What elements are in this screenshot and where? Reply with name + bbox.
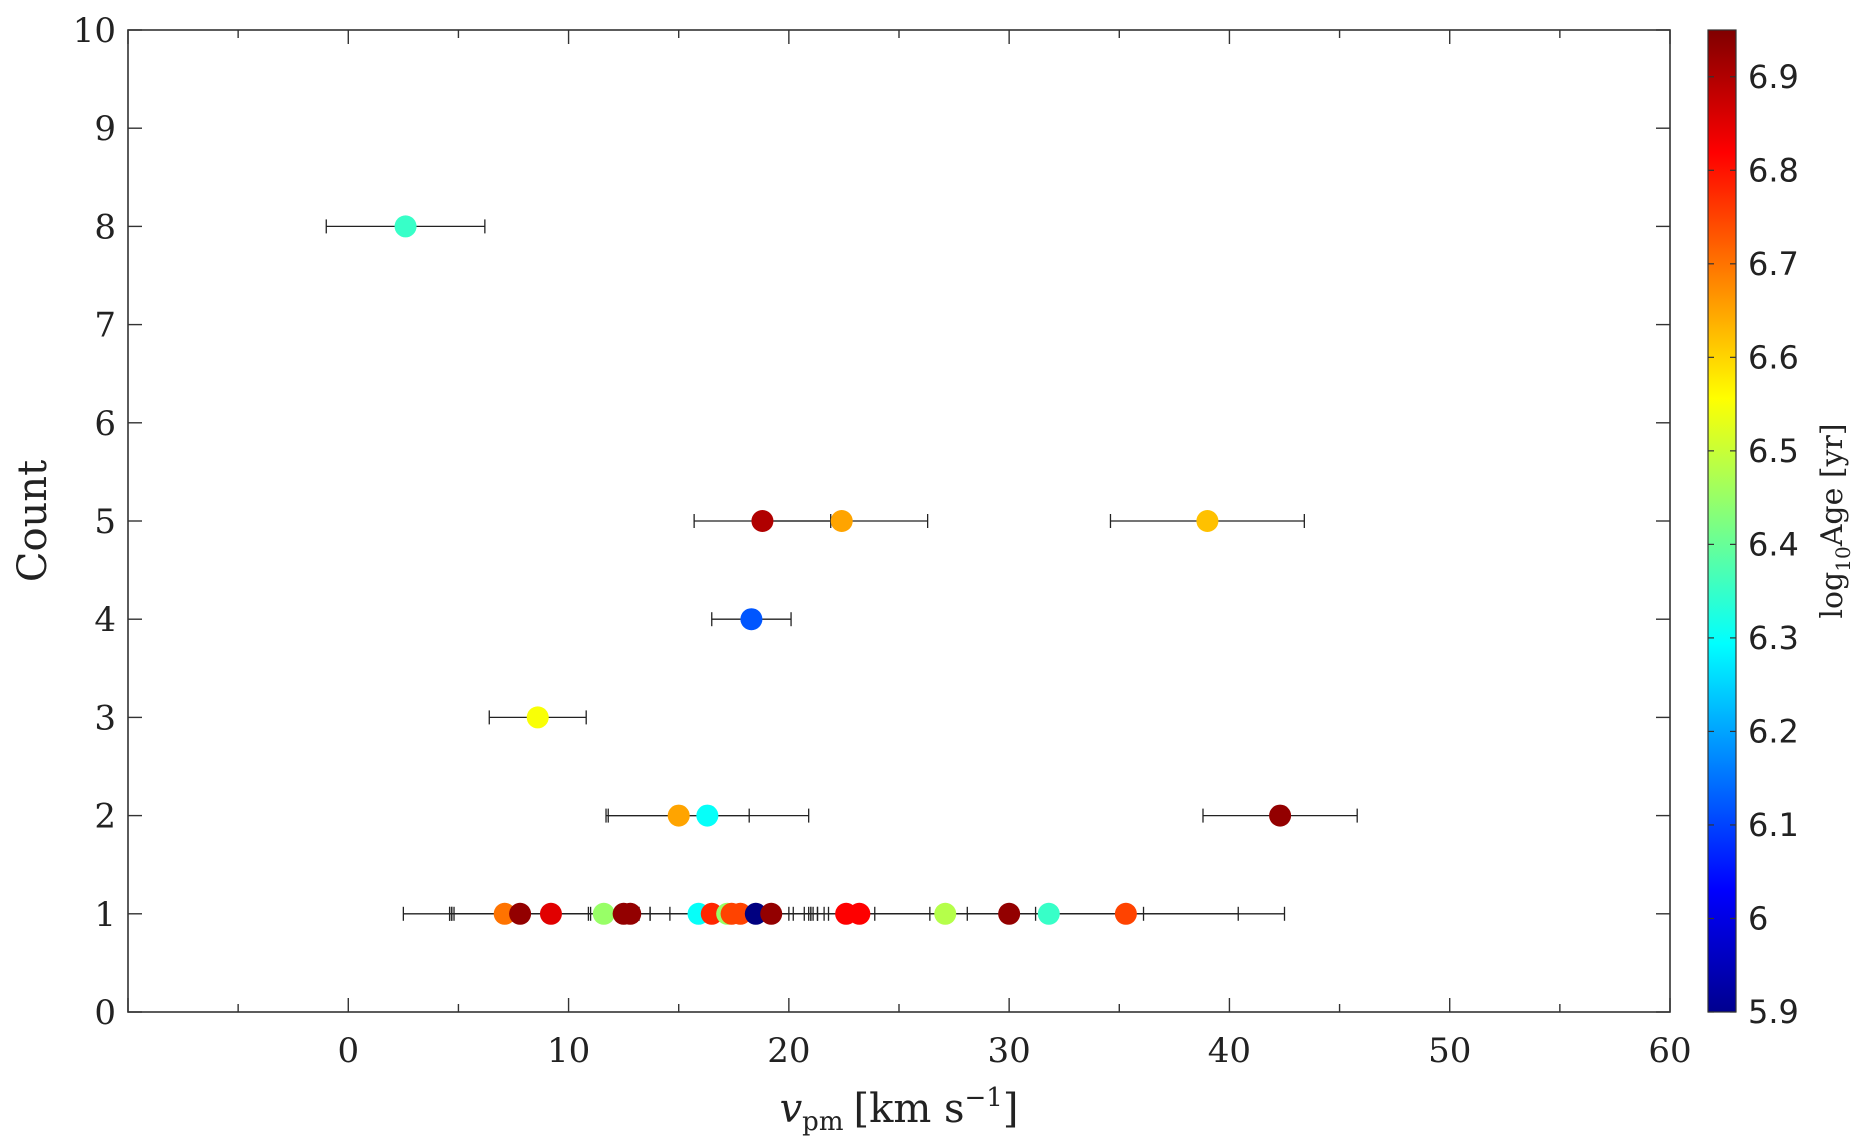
colorbar-label-subscript: 10	[1831, 546, 1855, 571]
colorbar-label-log: log	[1815, 572, 1850, 619]
data-point	[592, 902, 615, 925]
data-point	[934, 902, 957, 925]
x-tick-label: 50	[1428, 1031, 1471, 1071]
colorbar-tick-label: 6.9	[1748, 58, 1799, 96]
x-tick-label: 10	[547, 1031, 590, 1071]
data-point	[760, 902, 783, 925]
x-tick-labels: 0 10 20 30 40 50 60	[337, 1031, 1691, 1071]
error-bars	[325, 219, 1358, 921]
axis-ticks	[127, 29, 1671, 1013]
y-tick-label: 1	[94, 895, 116, 935]
data-point	[744, 902, 767, 925]
data-point	[539, 902, 562, 925]
colorbar-tick-label: 6.1	[1748, 806, 1799, 844]
x-axis-label-close: ]	[1003, 1086, 1019, 1132]
y-tick-label: 8	[94, 207, 116, 247]
data-point	[1196, 510, 1219, 532]
x-tick-label: 30	[988, 1031, 1031, 1071]
colorbar	[1707, 29, 1737, 1013]
data-point	[493, 902, 516, 925]
y-tick-label: 0	[94, 993, 116, 1033]
colorbar-label-rest: Age [yr]	[1815, 423, 1850, 547]
colorbar-tick-label: 6.8	[1748, 151, 1799, 189]
y-tick-label: 9	[94, 109, 116, 149]
x-axis-label-exponent: −1	[965, 1083, 1003, 1113]
data-point	[700, 902, 723, 925]
data-point	[394, 215, 417, 238]
y-tick-label: 6	[94, 404, 116, 444]
y-tick-label: 5	[94, 502, 116, 542]
y-tick-label: 2	[94, 797, 116, 837]
data-point	[667, 804, 690, 827]
colorbar-tick-label: 6.2	[1748, 712, 1799, 750]
x-tick-label: 40	[1208, 1031, 1251, 1071]
data-point	[619, 902, 642, 925]
x-axis-label-symbol: v	[780, 1086, 803, 1132]
colorbar-tick-label: 6.5	[1748, 432, 1799, 470]
x-axis-label-subscript: pm	[802, 1107, 843, 1137]
data-point	[751, 510, 774, 532]
data-point	[848, 902, 871, 925]
x-axis-label: vpm [km s−1]	[780, 1083, 1019, 1137]
data-point	[526, 706, 549, 729]
data-point	[998, 902, 1021, 925]
y-axis-label: Count	[10, 460, 56, 582]
y-tick-labels: 0 1 2 3 4 5 6 7 8 9 10	[73, 11, 116, 1033]
colorbar-tick-label: 5.9	[1748, 993, 1799, 1031]
data-point	[509, 902, 532, 925]
colorbar-tick-label: 6.6	[1748, 338, 1799, 376]
x-tick-label: 20	[767, 1031, 810, 1071]
colorbar-tick-label: 6.3	[1748, 619, 1799, 657]
data-point	[696, 804, 719, 827]
colorbar-tick-label: 6.4	[1748, 525, 1799, 563]
x-tick-label: 60	[1648, 1031, 1691, 1071]
y-tick-label: 3	[94, 698, 116, 738]
colorbar-ticks: 5.9 6 6.1 6.2 6.3 6.4 6.5 6.6 6.7 6.8 6.9	[1708, 58, 1799, 1031]
data-point	[830, 510, 853, 532]
data-point	[740, 608, 763, 631]
y-tick-label: 10	[73, 11, 116, 51]
data-point	[1269, 804, 1292, 827]
x-tick-label: 0	[337, 1031, 359, 1071]
colorbar-tick-label: 6.7	[1748, 245, 1799, 283]
x-axis-label-unit: [km s	[853, 1086, 964, 1132]
data-points	[394, 215, 1292, 925]
y-tick-label: 4	[94, 600, 116, 640]
plot-area-frame	[127, 29, 1671, 1013]
colorbar-label: log10Age [yr]	[1815, 423, 1855, 618]
data-point	[729, 902, 752, 925]
data-point	[1114, 902, 1137, 925]
data-point	[1037, 902, 1060, 925]
y-tick-label: 7	[94, 306, 116, 346]
colorbar-tick-label: 6	[1748, 899, 1768, 937]
